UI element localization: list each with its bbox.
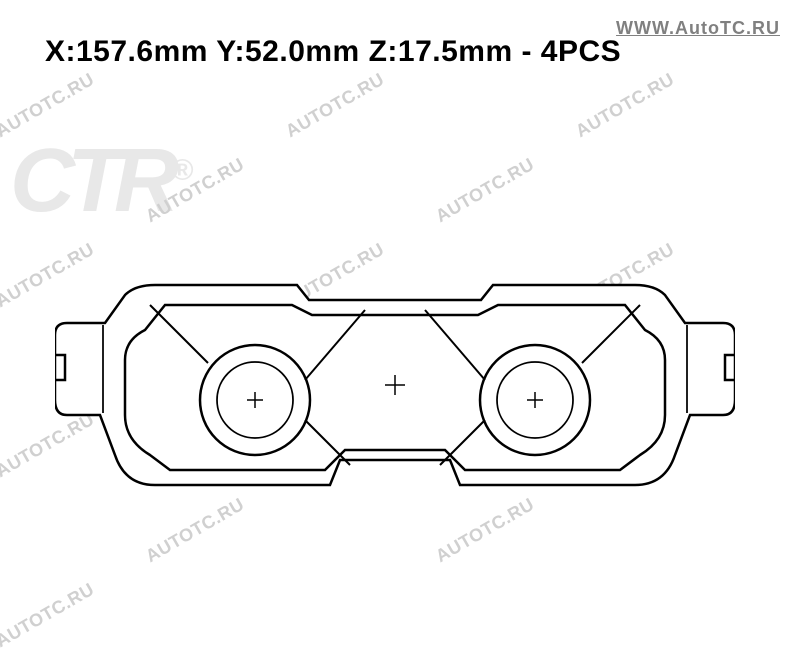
registered-mark: ® bbox=[171, 154, 185, 187]
brake-pad-diagram bbox=[55, 255, 735, 515]
watermark-text: AUTOTC.RU bbox=[282, 69, 388, 142]
watermark-text: AUTOTC.RU bbox=[572, 69, 678, 142]
technical-drawing-svg bbox=[55, 255, 735, 515]
dimensions-label: X:157.6mm Y:52.0mm Z:17.5mm - 4PCS bbox=[45, 35, 621, 69]
watermark-text: AUTOTC.RU bbox=[432, 154, 538, 227]
watermark-text: AUTOTC.RU bbox=[0, 579, 98, 652]
source-url: WWW.AutoTC.RU bbox=[616, 18, 780, 39]
